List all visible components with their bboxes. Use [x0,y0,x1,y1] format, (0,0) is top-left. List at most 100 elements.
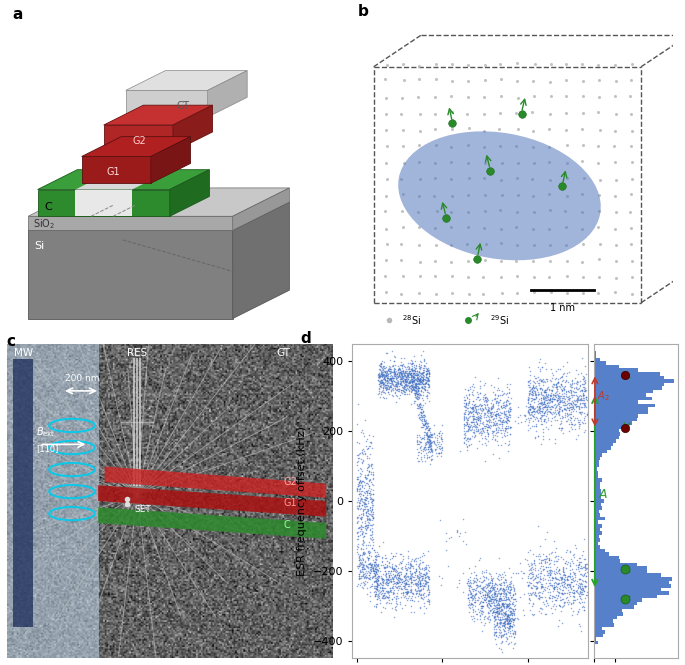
Point [426,436,437,447]
Point [490,419,501,430]
Point [361,477,372,488]
Point [569,569,580,579]
Point [479,456,490,466]
Point [528,589,539,599]
Point [401,375,412,386]
Point [560,374,571,385]
Point [360,492,371,503]
Point [395,579,406,589]
Point [547,608,558,618]
Point [582,407,593,418]
Point [399,374,410,385]
Point [525,395,536,406]
Point [375,606,386,617]
Point [569,575,580,586]
Point [418,367,429,378]
Point [508,594,519,604]
Point [379,379,390,390]
Point [559,396,570,407]
Point [557,585,568,595]
Point [579,393,590,404]
Point [421,378,432,389]
Point [468,414,479,424]
Point [419,398,430,408]
Point [477,582,488,593]
Point [483,603,494,614]
Point [377,585,388,595]
Point [492,618,503,628]
Point [382,375,393,386]
Point [527,598,538,609]
Point [504,398,515,408]
Point [551,584,562,595]
Point [503,638,514,649]
Point [371,589,382,599]
Point [403,581,414,591]
Point [504,428,515,439]
Point [541,390,552,400]
Point [532,390,543,401]
Point [566,577,577,587]
Point [359,547,370,557]
Point [353,523,364,533]
Point [417,581,428,592]
Point [423,421,434,432]
Point [581,563,592,574]
Point [509,614,520,624]
Point [366,479,377,489]
Point [393,559,404,569]
Point [525,563,536,574]
Point [501,413,512,424]
Point [358,504,369,515]
Point [581,369,592,380]
Point [569,399,580,410]
Point [417,548,428,559]
Point [423,366,434,376]
Point [416,371,427,382]
Point [551,390,562,401]
Point [417,383,428,394]
Point [488,420,499,430]
Point [354,559,365,569]
Point [575,589,586,600]
Point [374,365,385,376]
Point [571,576,582,587]
Point [500,423,511,434]
Point [365,561,376,572]
Point [577,546,588,557]
Point [490,410,501,420]
Point [497,416,508,426]
Point [392,578,403,589]
Point [546,396,557,407]
Point [511,596,522,606]
Point [400,565,411,575]
Point [392,591,403,601]
Point [486,434,497,445]
Point [474,394,485,404]
Point [468,410,479,421]
Point [421,372,432,382]
Point [492,420,503,430]
Point [541,600,552,611]
Point [549,411,560,422]
Point [478,404,489,415]
Point [399,382,410,392]
Point [423,593,434,604]
Point [501,382,512,392]
Point [501,634,512,644]
Point [421,422,432,433]
Point [567,591,578,602]
Point [463,574,474,585]
Point [493,427,503,438]
Point [394,557,405,567]
Point [482,590,493,600]
Point [362,477,373,488]
Point [527,561,538,572]
Point [540,384,551,395]
Point [406,382,417,392]
Point [493,608,504,618]
Point [357,555,368,565]
Point [421,377,432,388]
Point [399,368,410,378]
Point [490,586,501,597]
